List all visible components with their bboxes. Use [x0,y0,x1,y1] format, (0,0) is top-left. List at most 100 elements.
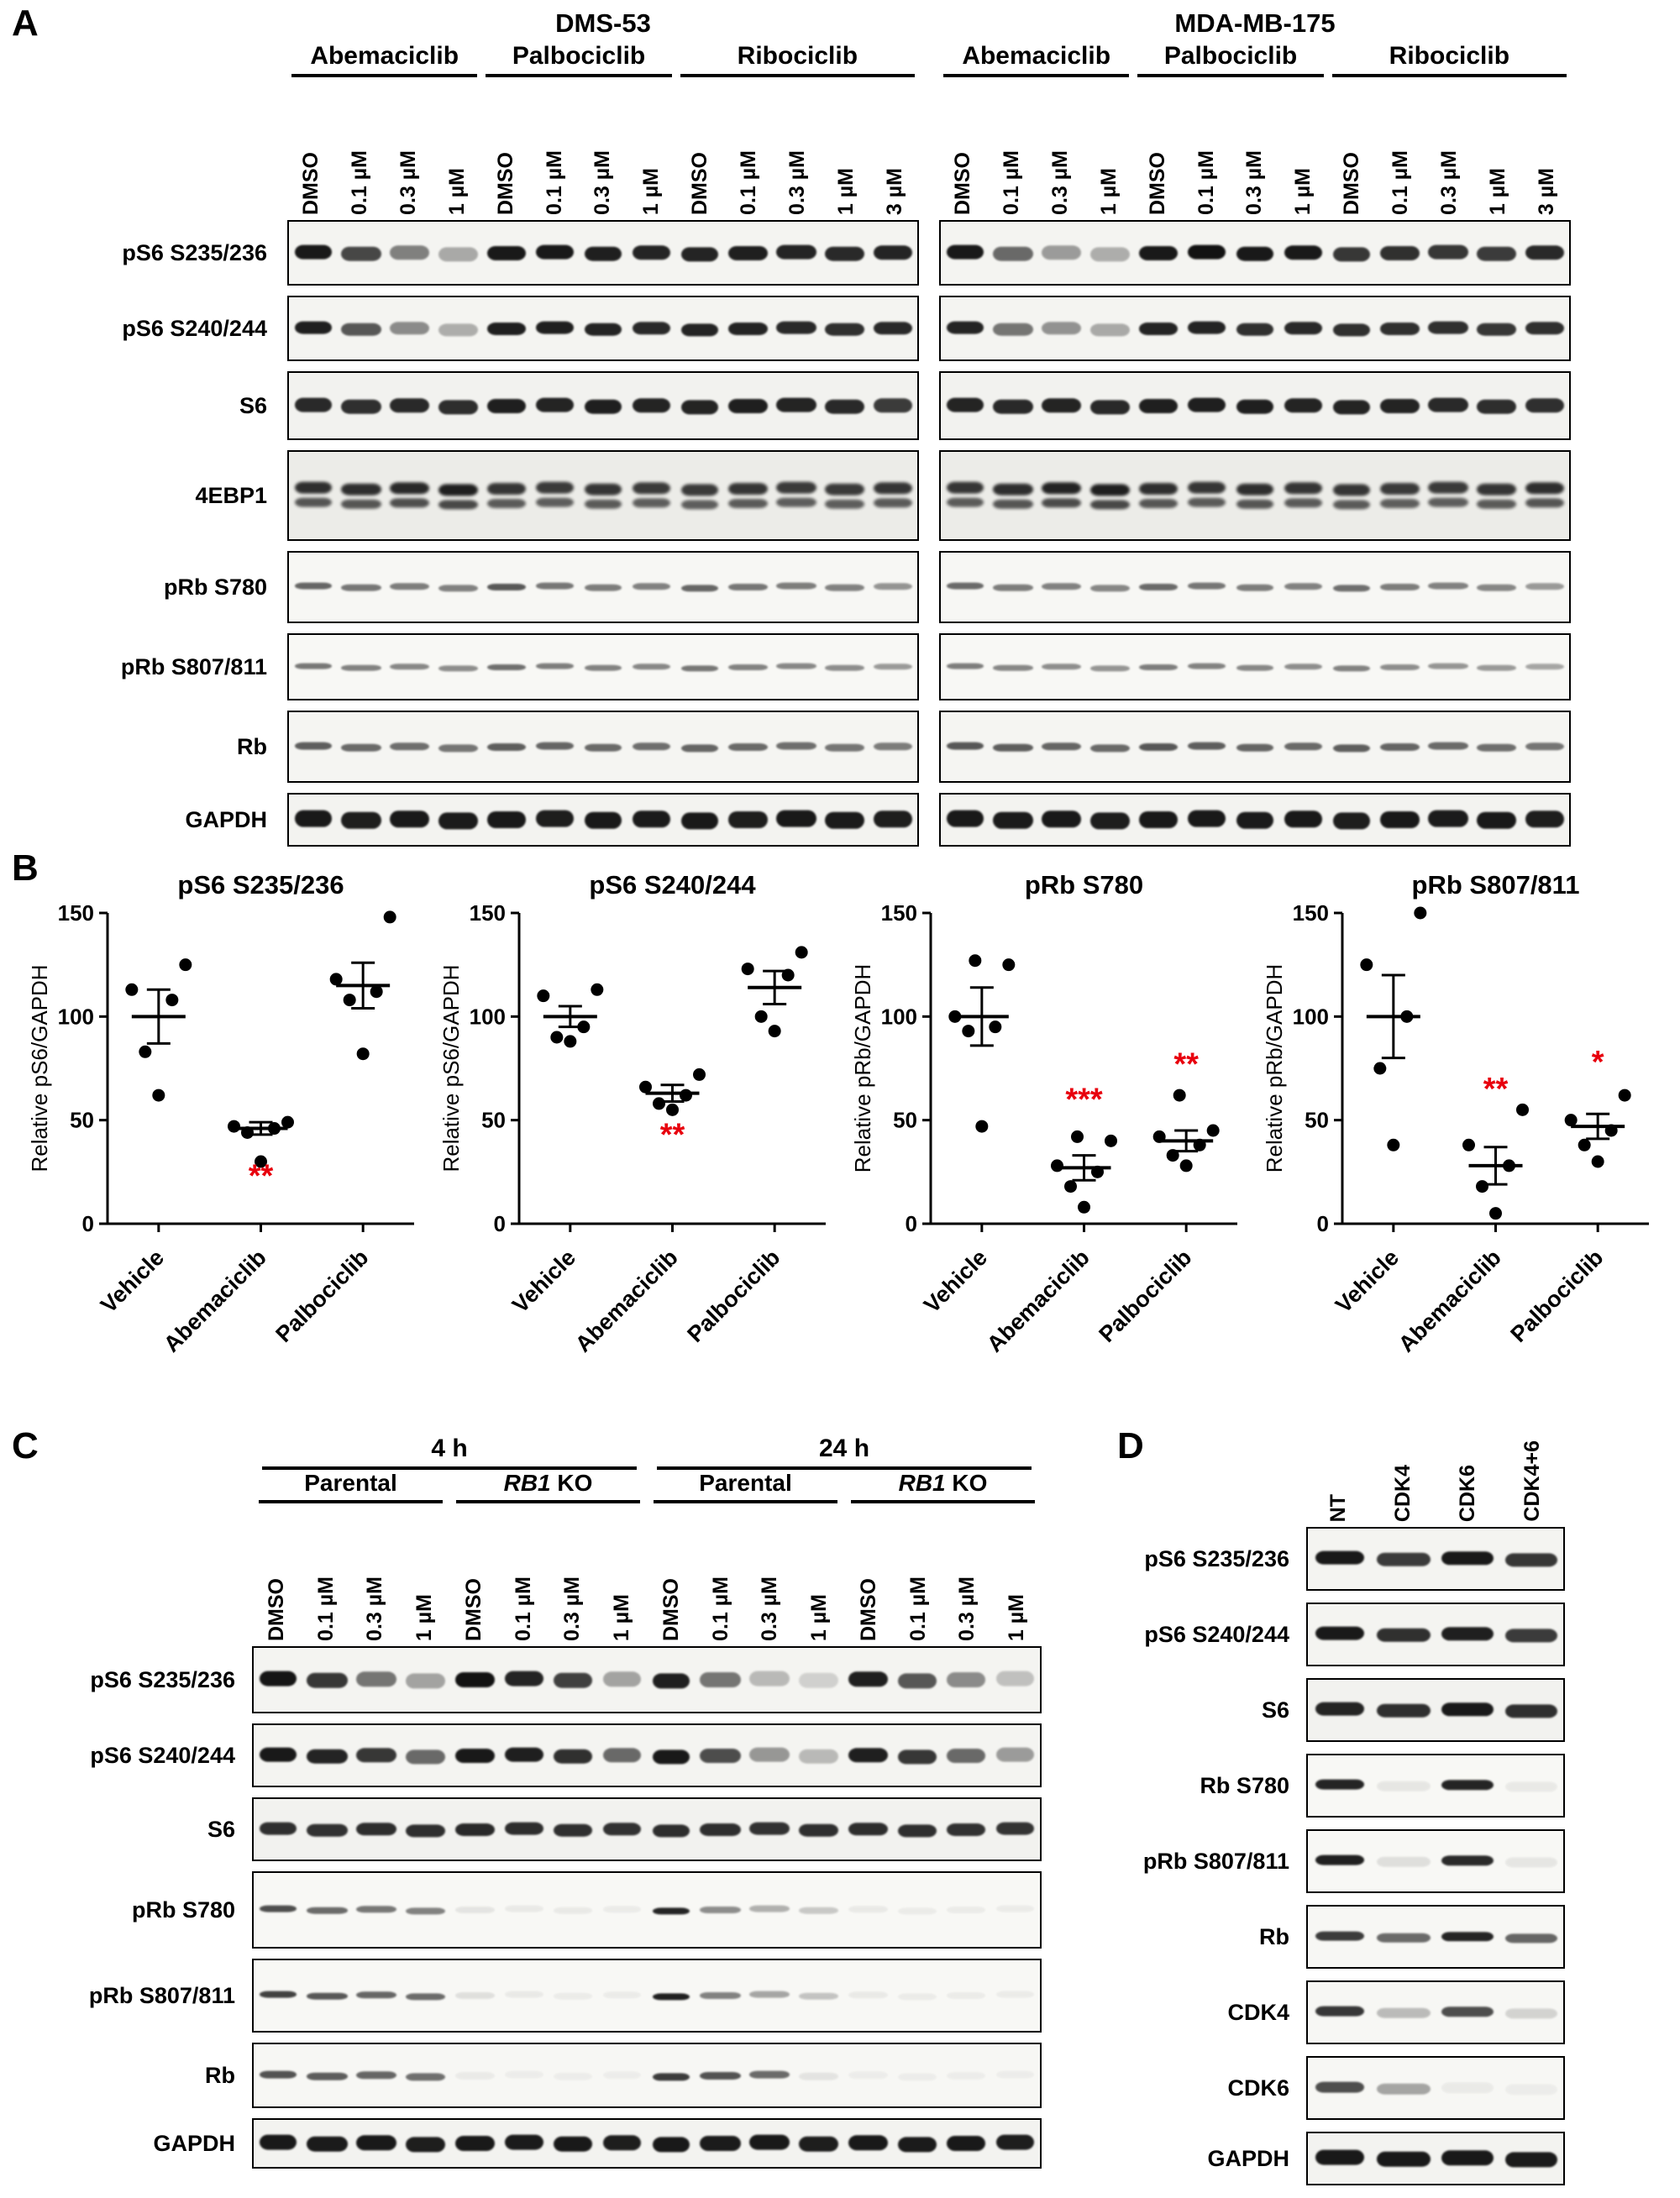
blot-lane [386,553,434,622]
y-axis-label: Relative pRb/GAPDH [850,964,875,1173]
protein-band [1284,583,1322,590]
drug-name-label: Abemaciclib [310,42,459,70]
blot-lane [579,795,627,845]
blot-lane [772,795,821,845]
blot-row-label-s6: S6 [239,392,267,418]
lane-label-1-m: 1 µM [795,1503,844,1641]
data-point [754,1010,768,1023]
protein-band [454,1748,495,1763]
protein-band [1284,244,1322,260]
protein-band [438,585,478,592]
protein-band [825,323,864,336]
blot-lane [434,712,483,781]
blot-lane [647,1799,696,1860]
blot-row-label-s6: S6 [207,1816,235,1842]
data-point [370,985,383,999]
y-tick-label: 0 [494,1211,506,1236]
blot-lane [289,553,338,622]
lane-label-0-1-m: 0.1 µM [302,1503,351,1641]
blot-lane [745,1648,795,1712]
protein-band [1090,743,1130,752]
protein-band [1236,483,1274,496]
protein-band [1525,482,1565,495]
blot-lane [772,222,821,284]
protein-band [504,1905,543,1912]
time-group-label: 4 h [431,1435,468,1462]
blot-lane [531,222,580,284]
blot-lane [1086,373,1135,438]
blot-lane [772,373,821,438]
protein-band [260,1671,297,1687]
protein-band [1315,1779,1364,1790]
lane-label-dmso: DMSO [676,77,725,215]
lane-label-text: 1 µM [412,1593,437,1641]
blot-row-label-rb: Rb [1259,1923,1289,1949]
protein-band [897,1823,937,1837]
lane-label-text: 1 µM [444,167,469,215]
protein-band [996,1671,1035,1687]
lane-label-dmso: DMSO [1133,77,1182,215]
doublet-band-group [990,483,1038,509]
y-tick-label: 100 [58,1004,94,1029]
panel-d-letter: D [1117,1425,1144,1466]
y-tick-label: 150 [1293,900,1329,926]
protein-band [874,663,913,669]
protein-band [406,1907,446,1915]
protein-band [1090,484,1130,496]
protein-band [1525,498,1565,508]
blot-row-label-ps6-s235-236: pS6 S235/236 [1144,1545,1289,1571]
blot-lane [598,1873,648,1947]
blot-lane [402,1648,451,1712]
protein-band [1333,743,1370,752]
protein-band [603,1906,642,1913]
protein-band [1379,245,1420,260]
lane-label-text: 0.3 µM [396,150,421,215]
lane-label-0-3-m: 0.3 µM [351,1503,401,1641]
protein-band [946,582,984,590]
protein-band [776,497,816,507]
lane-label-text: 0.3 µM [1048,150,1073,215]
doublet-band-group [1473,483,1521,509]
protein-band [681,812,718,830]
protein-band [1315,1854,1364,1865]
blot-rb-s780 [1306,1754,1565,1818]
protein-band [1428,663,1468,669]
blot-lane [1473,452,1521,539]
blot-lane [402,1799,451,1860]
doublet-band-group [1376,483,1425,508]
chart-ps6-s235-236: pS6 S235/236 Relative pS6/GAPDH 0 50 100 150 V… [24,867,427,1404]
protein-band [1315,2006,1364,2017]
lane-label-0-1-m: 0.1 µM [725,77,774,215]
protein-band [1090,812,1130,830]
y-axis-label: Relative pRb/GAPDH [1262,964,1287,1173]
protein-band [1428,810,1468,827]
blot-lane [352,1725,402,1786]
protein-band [1315,1931,1364,1941]
protein-band [406,1993,446,2001]
protein-band [341,664,382,671]
doublet-band-group [724,483,773,508]
drug-group-palbociclib: Palbociclib [1137,42,1324,77]
blot-lane [1183,553,1231,622]
drug-group-abemaciclib: Abemaciclib [943,42,1130,77]
panel-c-row-labels: pS6 S235/236 pS6 S240/244 S6 pRb S780 pRb S8… [0,1433,245,2169]
protein-band [603,1671,642,1687]
lane-label-cdk6: CDK6 [1436,1433,1500,1522]
protein-band [1315,2081,1364,2093]
blot-lane [942,1960,991,2031]
protein-band [874,810,913,828]
blot-column [287,220,919,847]
lane-label-0-1-m: 0.1 µM [696,1503,746,1641]
protein-band [776,397,816,412]
blot-lane [1183,712,1231,781]
lane-label-text: 0.3 µM [785,150,809,215]
protein-band [341,399,382,414]
lane-label-3-m: 3 µM [870,77,919,215]
doublet-band-group [941,481,990,508]
data-point [1516,1103,1529,1116]
protein-band [535,321,575,334]
protein-band [727,322,769,335]
lane-label-text: 1 µM [1291,167,1315,215]
blot-lane [990,795,1038,845]
blot-lane [402,2120,451,2167]
